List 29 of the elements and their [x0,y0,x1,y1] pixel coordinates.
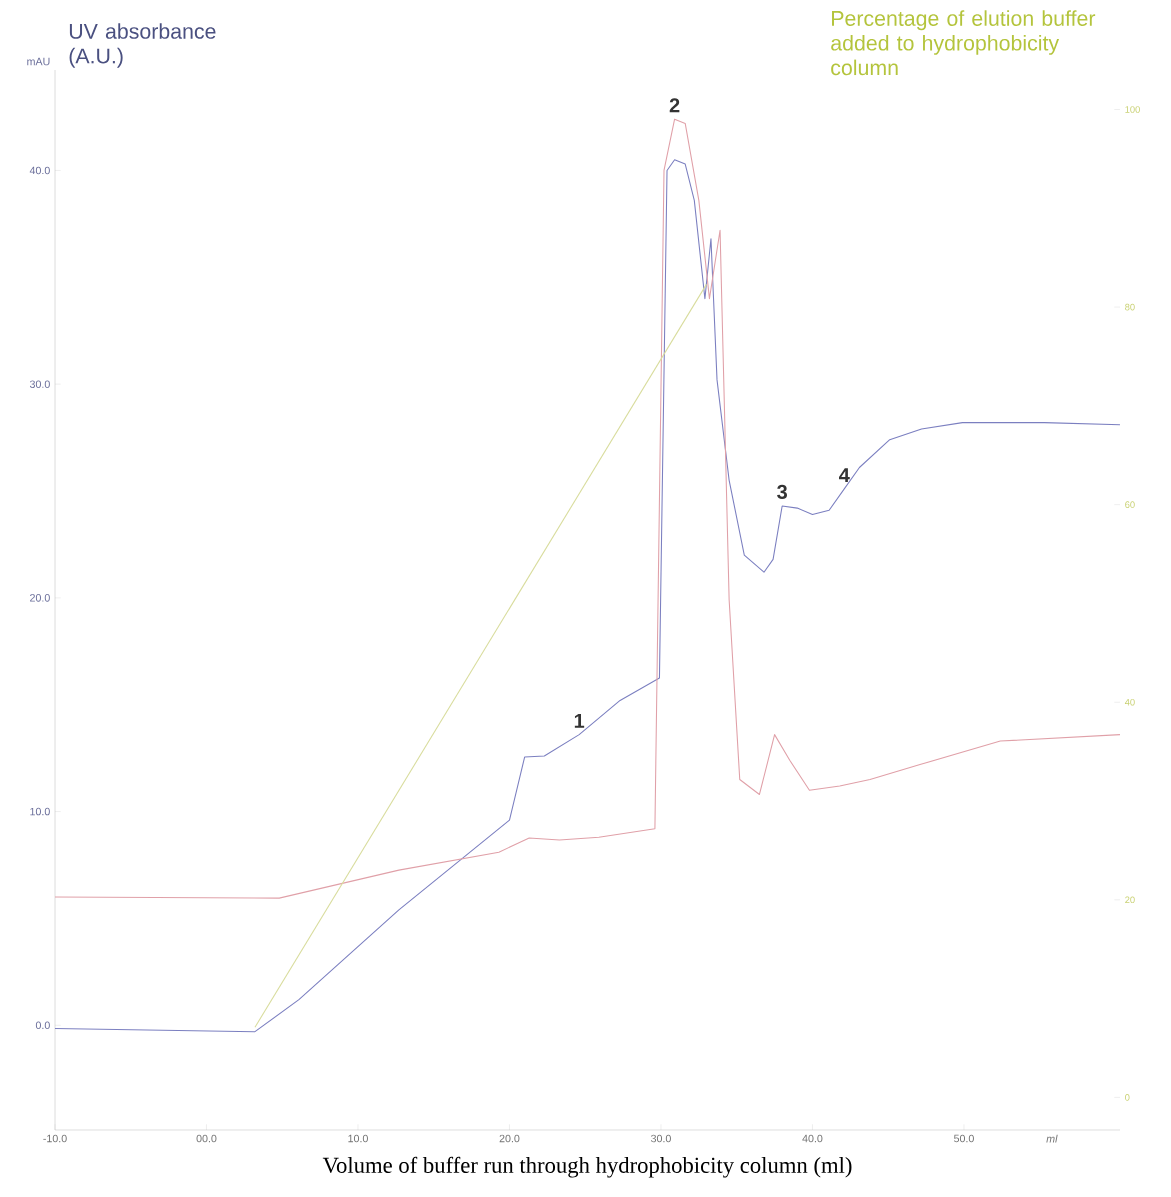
x-tick-label: 20.0 [499,1134,520,1143]
y2-axis-title: Percentage of elution buffer added to hydrophobicity column [831,10,1096,76]
y2-tick-label: 80 [1125,303,1135,311]
y-tick-label: 40.0 [29,166,50,175]
line-series [54,118,1121,899]
text: mAU [27,57,50,66]
x-tick-label: 40.0 [802,1134,823,1143]
text: ml [1046,1134,1058,1143]
annotation: 3 [777,484,787,500]
annotation: 2 [669,98,680,113]
y-tick-label: 30.0 [29,380,50,388]
x-axis-title: Volume of buffer run through hydrophobicity column (ml) [322,1156,852,1178]
y2-tick-label: 0 [1125,1094,1130,1101]
y-tick-label: 20.0 [30,594,50,602]
line-series [54,159,1121,1033]
x-tick-label: 10.0 [348,1134,368,1143]
annotation: 4 [839,468,850,482]
x-tick-label: -10.0 [43,1134,67,1143]
y-tick-label: 0.0 [35,1021,50,1030]
y2-tick-label: 40 [1124,698,1135,706]
x-tick-label: 30.0 [650,1134,671,1143]
annotation: 1 [574,713,585,728]
y2-tick-label: 60 [1125,501,1135,508]
y2-tick-label: 20 [1125,896,1135,904]
y2-tick-label: 100 [1125,106,1140,113]
y-tick-label: 10.0 [30,807,50,816]
x-tick-label: 50.0 [954,1134,974,1143]
y-axis-title: UV absorbance (A.U.) [69,23,216,68]
x-tick-label: 00.0 [196,1134,217,1143]
